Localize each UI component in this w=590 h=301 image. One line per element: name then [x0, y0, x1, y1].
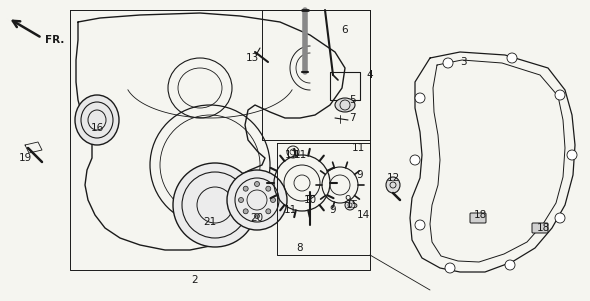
Circle shape	[410, 155, 420, 165]
Text: 16: 16	[90, 123, 104, 133]
Text: 5: 5	[349, 95, 355, 105]
Text: 11: 11	[293, 150, 307, 160]
Text: 2: 2	[192, 275, 198, 285]
Circle shape	[266, 186, 271, 191]
Circle shape	[555, 90, 565, 100]
Text: 17: 17	[284, 150, 297, 160]
Circle shape	[415, 93, 425, 103]
Text: 12: 12	[386, 173, 399, 183]
Ellipse shape	[227, 170, 287, 230]
Circle shape	[445, 263, 455, 273]
Text: 9: 9	[357, 170, 363, 180]
Text: 19: 19	[18, 153, 32, 163]
Text: 15: 15	[345, 200, 359, 210]
Text: 11: 11	[283, 205, 297, 215]
Text: 7: 7	[349, 113, 355, 123]
Circle shape	[555, 213, 565, 223]
Circle shape	[266, 209, 271, 214]
Text: 18: 18	[536, 223, 550, 233]
Text: 4: 4	[367, 70, 373, 80]
Text: 14: 14	[356, 210, 369, 220]
Text: 9: 9	[330, 205, 336, 215]
Circle shape	[567, 150, 577, 160]
Circle shape	[345, 200, 355, 210]
Circle shape	[238, 197, 244, 203]
Text: 21: 21	[204, 217, 217, 227]
Text: 10: 10	[303, 195, 317, 205]
Circle shape	[270, 197, 276, 203]
Text: 18: 18	[473, 210, 487, 220]
Text: 13: 13	[245, 53, 258, 63]
FancyBboxPatch shape	[532, 223, 548, 233]
Circle shape	[254, 213, 260, 219]
Ellipse shape	[75, 95, 119, 145]
Circle shape	[243, 209, 248, 214]
Circle shape	[243, 186, 248, 191]
Text: FR.: FR.	[45, 35, 64, 45]
Ellipse shape	[335, 98, 355, 112]
Text: 8: 8	[297, 243, 303, 253]
Circle shape	[254, 182, 260, 187]
Circle shape	[415, 220, 425, 230]
Text: 20: 20	[250, 213, 264, 223]
Circle shape	[505, 260, 515, 270]
Text: 9: 9	[345, 195, 351, 205]
Text: 11: 11	[352, 143, 365, 153]
FancyBboxPatch shape	[470, 213, 486, 223]
Text: 3: 3	[460, 57, 466, 67]
Ellipse shape	[386, 177, 400, 193]
Ellipse shape	[173, 163, 257, 247]
Circle shape	[443, 58, 453, 68]
Text: 6: 6	[342, 25, 348, 35]
Circle shape	[507, 53, 517, 63]
